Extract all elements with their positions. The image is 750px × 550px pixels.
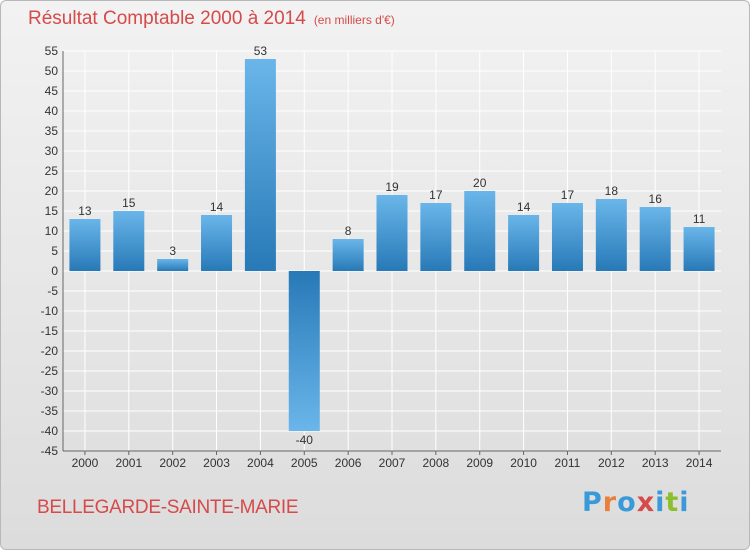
bar-2005	[288, 271, 320, 431]
data-label-2006: 8	[345, 224, 352, 238]
data-label-2011: 17	[561, 188, 575, 202]
y-tick-label: 40	[45, 104, 59, 118]
bars	[69, 59, 715, 431]
axes: 5550454035302520151050-5-10-15-20-25-30-…	[41, 44, 721, 470]
data-label-2010: 14	[517, 200, 531, 214]
bar-2010	[508, 215, 540, 271]
y-tick-label: 15	[45, 204, 59, 218]
y-tick-label: -45	[41, 444, 59, 458]
x-tick-label-2008: 2008	[423, 456, 450, 470]
y-tick-label: 20	[45, 184, 59, 198]
bar-2002	[157, 259, 189, 271]
y-tick-label: -10	[41, 304, 59, 318]
commune-name: BELLEGARDE-SAINTE-MARIE	[37, 497, 299, 518]
data-label-2013: 16	[649, 192, 663, 206]
bar-2009	[464, 191, 496, 271]
data-label-2002: 3	[169, 244, 176, 258]
y-tick-label: 5	[51, 244, 58, 258]
x-tick-label-2010: 2010	[510, 456, 537, 470]
y-tick-label: 45	[45, 84, 59, 98]
data-label-2007: 19	[385, 180, 399, 194]
x-tick-label-2013: 2013	[642, 456, 669, 470]
bar-2004	[244, 59, 276, 271]
y-tick-label: -25	[41, 364, 59, 378]
y-tick-label: -35	[41, 404, 59, 418]
proxiti-logo: Proxiti	[582, 487, 690, 518]
logo-letter: o	[617, 487, 637, 518]
y-tick-label: -30	[41, 384, 59, 398]
x-tick-label-2002: 2002	[159, 456, 186, 470]
y-tick-label: 50	[45, 64, 59, 78]
bar-2011	[551, 203, 583, 271]
logo-letter: P	[582, 487, 603, 518]
chart-title-text: Résultat Comptable 2000 à 2014	[28, 8, 306, 29]
bar-2000	[69, 219, 101, 271]
chart-subtitle: (en milliers d'€)	[313, 13, 395, 27]
chart-title: Résultat Comptable 2000 à 2014 (en millie…	[28, 8, 395, 30]
x-tick-label-2007: 2007	[379, 456, 406, 470]
data-labels: 13 15 3 14 53 -40 8 19 17 20 14 17 18 16 11	[78, 44, 705, 447]
y-tick-label: -40	[41, 424, 59, 438]
x-tick-label-2011: 2011	[555, 456, 581, 470]
logo-letter: r	[602, 487, 618, 518]
x-tick-label-2001: 2001	[115, 456, 142, 470]
x-tick-label-2012: 2012	[598, 456, 625, 470]
bar-2007	[376, 195, 408, 271]
y-tick-label: -20	[41, 344, 59, 358]
logo-letter: t	[665, 487, 680, 518]
data-label-2003: 14	[210, 200, 224, 214]
data-label-2014: 11	[693, 212, 706, 226]
y-tick-label: 30	[45, 144, 59, 158]
data-label-2005: -40	[296, 433, 314, 447]
x-tick-label-2006: 2006	[335, 456, 362, 470]
x-tick-label-2000: 2000	[72, 456, 99, 470]
data-label-2001: 15	[122, 196, 136, 210]
bar-2003	[201, 215, 233, 271]
bar-2014	[683, 227, 715, 271]
data-label-2009: 20	[473, 176, 487, 190]
bar-2008	[420, 203, 452, 271]
x-tick-label-2005: 2005	[291, 456, 318, 470]
y-tick-label: 10	[45, 224, 59, 238]
y-tick-label: -5	[47, 284, 58, 298]
data-label-2000: 13	[78, 204, 92, 218]
x-tick-label-2003: 2003	[203, 456, 230, 470]
y-tick-label: 55	[45, 44, 59, 58]
logo-letter: i	[655, 487, 666, 518]
data-label-2012: 18	[605, 184, 619, 198]
y-tick-label: 35	[45, 124, 59, 138]
data-label-2004: 53	[254, 44, 268, 58]
bar-2001	[113, 211, 145, 271]
x-tick-label-2014: 2014	[686, 456, 713, 470]
logo-letter: x	[636, 487, 656, 518]
y-tick-label: -15	[41, 324, 59, 338]
y-tick-label: 0	[51, 264, 58, 278]
logo-letter: i	[679, 487, 690, 518]
x-tick-label-2009: 2009	[466, 456, 493, 470]
bar-2012	[595, 199, 627, 271]
bar-2013	[639, 207, 671, 271]
bar-2006	[332, 239, 364, 271]
data-label-2008: 17	[429, 188, 443, 202]
y-tick-label: 25	[45, 164, 59, 178]
x-tick-label-2004: 2004	[247, 456, 274, 470]
